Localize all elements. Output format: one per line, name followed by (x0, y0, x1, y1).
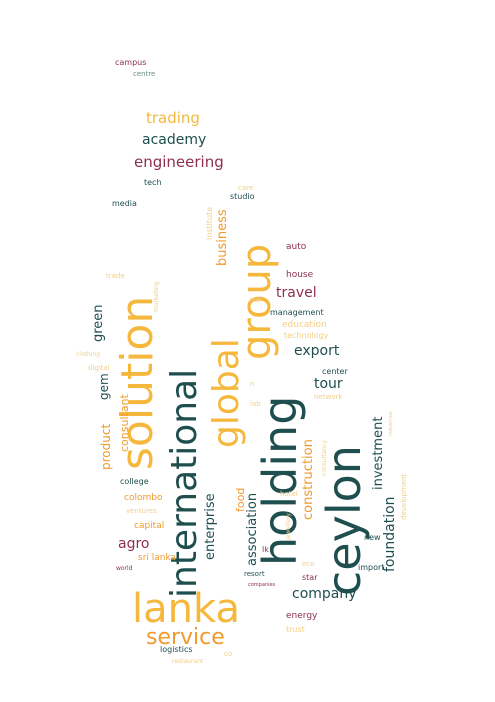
word-import: import (358, 563, 384, 572)
word-service: service (146, 625, 225, 650)
word-technology: technology (284, 331, 329, 340)
word-care: care (238, 184, 253, 192)
word-consultant: consultant (118, 393, 131, 452)
word-centre: centre (133, 70, 155, 78)
word-sri-lanka: sri lanka (138, 553, 176, 563)
word-institute: institute (205, 207, 214, 240)
word-college: college (120, 477, 149, 486)
word-network: network (314, 393, 343, 401)
word-trading: trading (146, 109, 200, 127)
word-export: export (294, 343, 340, 359)
word-holding: holding (253, 396, 307, 566)
word-agro: agro (118, 536, 149, 552)
word-lab: lab (250, 400, 261, 408)
word-campus: campus (115, 58, 146, 67)
word-tech: tech (144, 178, 162, 187)
word-enterprise: enterprise (203, 493, 218, 560)
word-foundation: foundation (382, 496, 398, 572)
word-hub: hub (250, 297, 262, 304)
word-international: international (164, 369, 205, 598)
word-star: star (302, 573, 318, 582)
word-industries: industries (388, 411, 394, 436)
word-travel: travel (276, 285, 317, 301)
word-clothing: clothing (76, 351, 100, 358)
word-world: world (116, 565, 133, 572)
word-business: business (215, 209, 230, 266)
word-ceylon: ceylon (317, 445, 371, 596)
word-studio: studio (230, 192, 255, 201)
word-ventures: ventures (126, 507, 157, 515)
word-solution: solution (112, 296, 163, 470)
word-jewellery: jewellery (285, 513, 292, 541)
word-company: company (292, 586, 357, 602)
word-co: co (224, 650, 232, 658)
word-resort: resort (244, 570, 265, 578)
word-marketing: marketing (153, 281, 160, 312)
word-engineering: engineering (134, 153, 224, 171)
word-logistics: logistics (160, 645, 193, 654)
word-restaurant: restaurant (172, 658, 204, 665)
word-investment: investment (371, 417, 386, 490)
word-lk: lk (262, 545, 269, 554)
word-trust: trust (286, 625, 305, 634)
word-n: n (250, 380, 254, 388)
word-food: food (234, 488, 247, 512)
word-auto: auto (286, 242, 307, 252)
word-product: product (99, 424, 113, 470)
word-colombo: colombo (124, 493, 163, 503)
word-consultancy: consultancy (321, 440, 328, 476)
word-center: center (322, 367, 348, 376)
word-new: new (364, 533, 381, 542)
word-eco: eco (302, 560, 314, 568)
word-tour: tour (314, 376, 343, 392)
word-house: house (286, 270, 314, 280)
word-group: group (234, 244, 280, 360)
word-digital: digital (88, 364, 110, 372)
word-trade: trade (106, 272, 125, 280)
word-media: media (112, 199, 137, 208)
word-capital: capital (134, 521, 164, 531)
word-gem: gem (97, 373, 111, 400)
word-companies: companies (248, 582, 276, 588)
word-global: global (206, 338, 247, 448)
word-education: education (282, 320, 327, 330)
word-energy: energy (286, 611, 318, 621)
word-lanka: lanka (132, 586, 240, 632)
word-management: management (270, 308, 324, 317)
word-green: green (91, 304, 106, 342)
word-academy: academy (142, 132, 206, 148)
word-development: development (400, 474, 408, 520)
word-hotel: hotel (280, 490, 298, 498)
word-construction: construction (301, 439, 316, 520)
word-association: association (245, 493, 260, 566)
